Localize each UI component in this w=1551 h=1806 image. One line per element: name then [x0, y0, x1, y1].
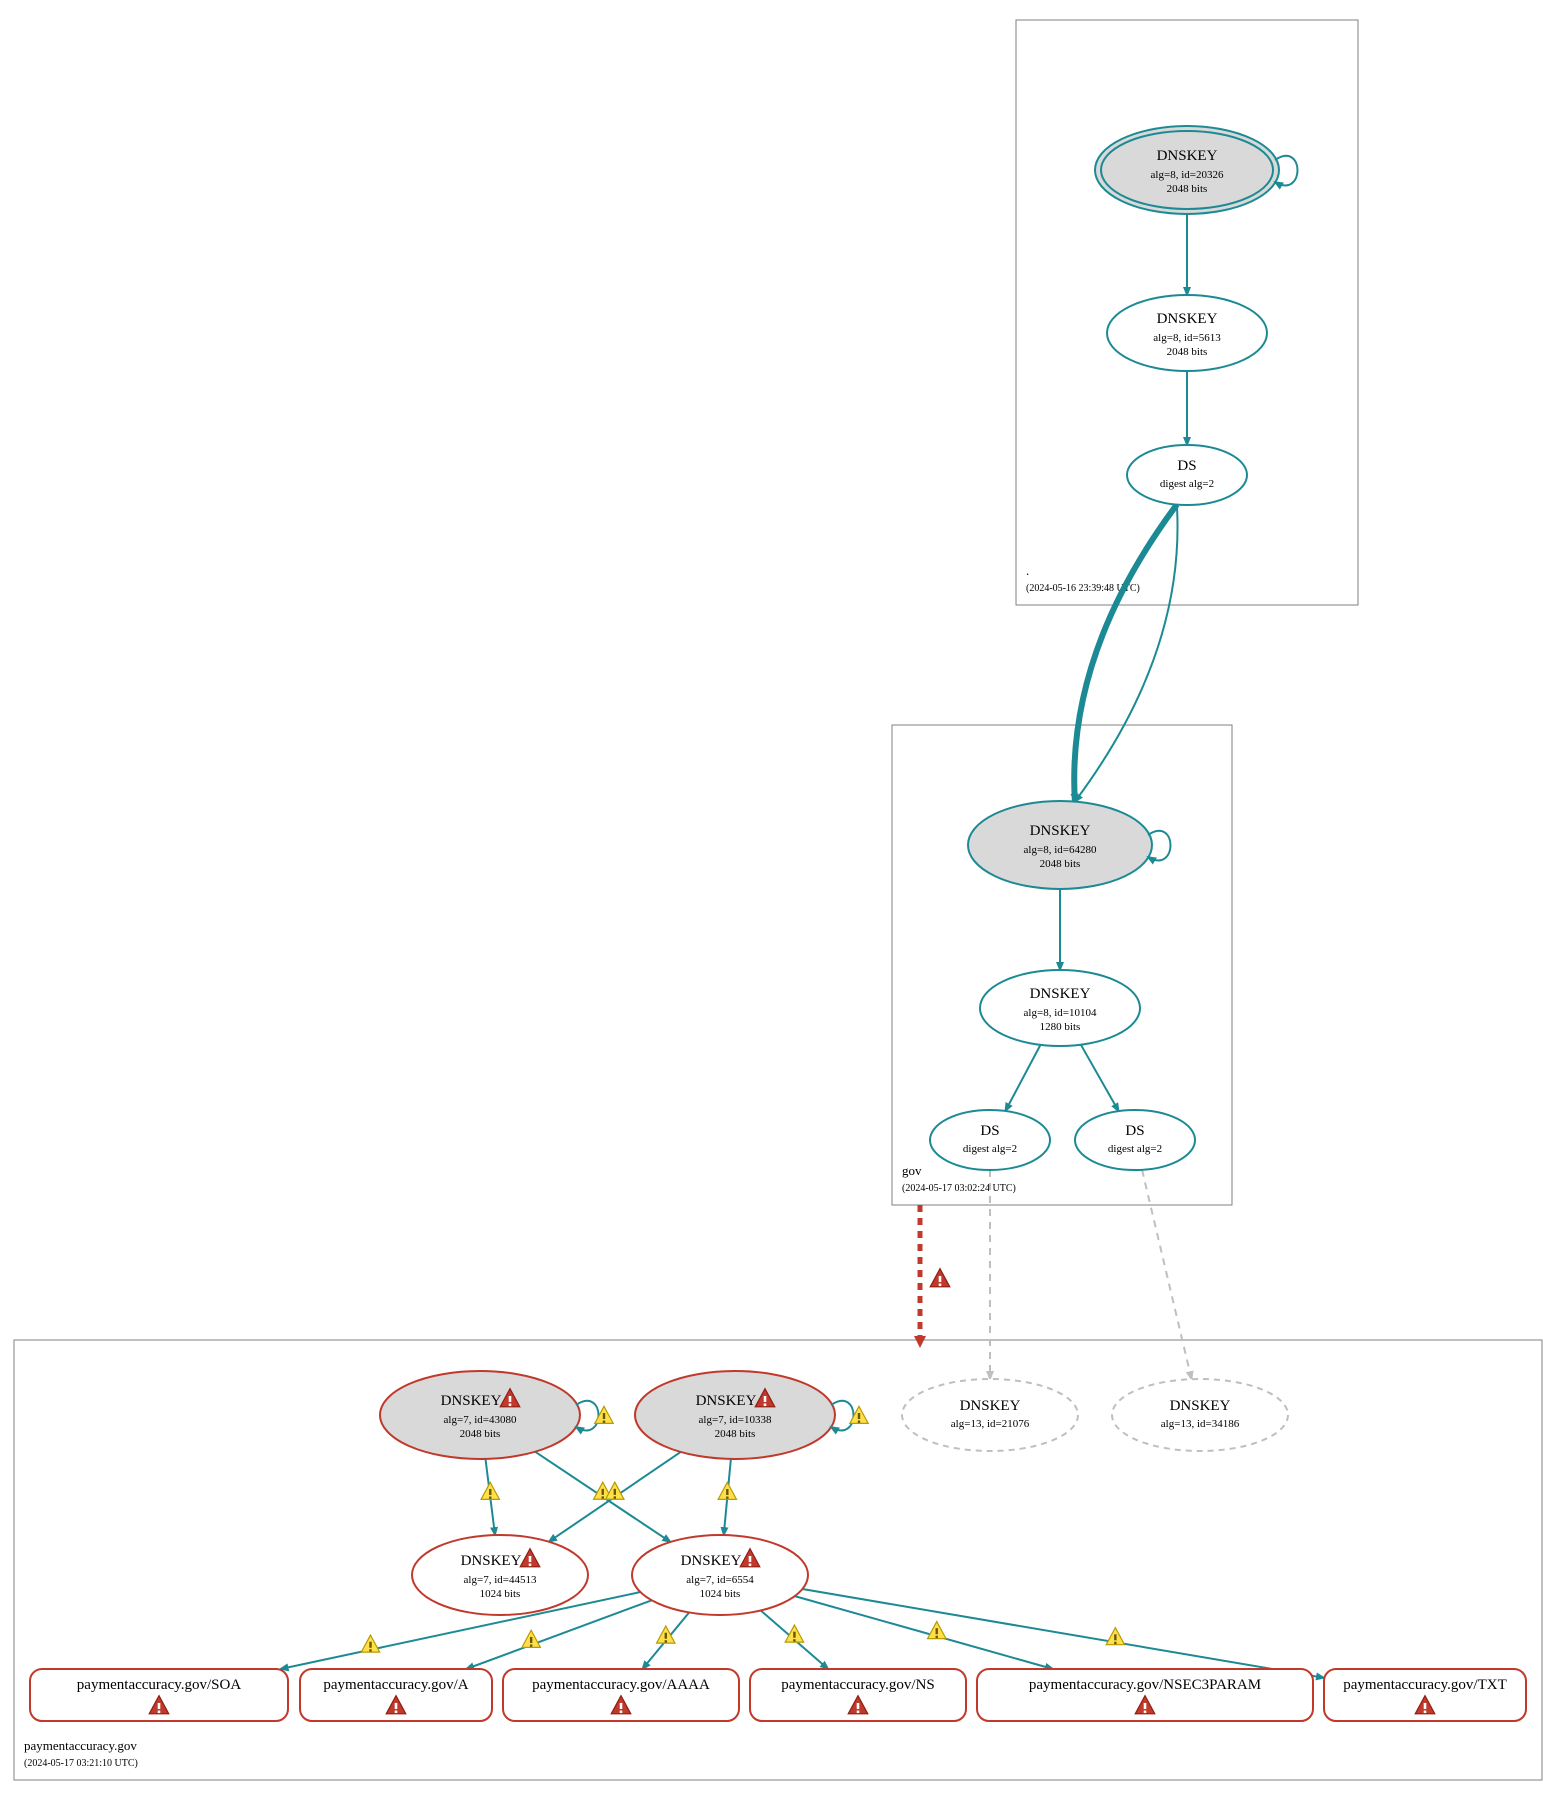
zone-title: . — [1026, 563, 1029, 578]
node-text: alg=7, id=44513 — [464, 1574, 537, 1586]
node-text: DNSKEY — [461, 1553, 522, 1569]
node-text: digest alg=2 — [963, 1143, 1017, 1155]
node-text: alg=7, id=43080 — [444, 1414, 517, 1426]
node-gov-ds2: DS digest alg=2 — [1075, 1110, 1195, 1170]
node-text: alg=8, id=64280 — [1024, 844, 1097, 856]
node-text: DNSKEY — [960, 1398, 1021, 1414]
rr-label: paymentaccuracy.gov/TXT — [1343, 1677, 1507, 1693]
node-root-ksk: DNSKEY alg=8, id=20326 2048 bits — [1095, 126, 1298, 214]
edge — [802, 1589, 1324, 1678]
node-rr-aaaa: paymentaccuracy.gov/AAAA — [503, 1669, 739, 1721]
node-text: 2048 bits — [1167, 183, 1208, 195]
rr-label: paymentaccuracy.gov/NSEC3PARAM — [1029, 1677, 1261, 1693]
node-text: DNSKEY — [1157, 311, 1218, 327]
node-text: 2048 bits — [1040, 858, 1081, 870]
zone-time: (2024-05-17 03:02:24 UTC) — [902, 1183, 1016, 1194]
zone-title: paymentaccuracy.gov — [24, 1738, 137, 1753]
edges — [281, 214, 1324, 1678]
node-text: digest alg=2 — [1160, 478, 1214, 490]
node-text: DNSKEY — [441, 1393, 502, 1409]
node-pa-ksk2: DNSKEY alg=7, id=10338 2048 bits — [635, 1371, 868, 1459]
node-rr-soa: paymentaccuracy.gov/SOA — [30, 1669, 288, 1721]
rr-label: paymentaccuracy.gov/AAAA — [532, 1677, 710, 1693]
node-pa-ghost2: DNSKEY alg=13, id=34186 — [1112, 1379, 1288, 1451]
edge — [795, 1596, 1053, 1669]
nodes: DNSKEY alg=8, id=20326 2048 bits DNSKEY alg=… — [30, 126, 1526, 1721]
node-rr-nsec: paymentaccuracy.gov/NSEC3PARAM — [977, 1669, 1313, 1721]
node-text: alg=7, id=10338 — [699, 1414, 772, 1426]
edge — [1075, 505, 1178, 802]
node-text: DNSKEY — [681, 1553, 742, 1569]
edge — [1142, 1170, 1191, 1379]
node-text: alg=8, id=10104 — [1024, 1007, 1097, 1019]
zone-title: gov — [902, 1163, 922, 1178]
edge — [1005, 1045, 1040, 1111]
node-pa-ksk1: DNSKEY alg=7, id=43080 2048 bits — [380, 1371, 613, 1459]
node-gov-ds1: DS digest alg=2 — [930, 1110, 1050, 1170]
node-text: DS — [980, 1123, 999, 1139]
node-text: alg=7, id=6554 — [686, 1574, 754, 1586]
zone-time: (2024-05-17 03:21:10 UTC) — [24, 1758, 138, 1769]
node-text: DNSKEY — [696, 1393, 757, 1409]
node-text: alg=13, id=34186 — [1161, 1418, 1240, 1430]
edge — [1074, 505, 1177, 802]
node-text: alg=8, id=20326 — [1151, 169, 1224, 181]
node-rr-ns: paymentaccuracy.gov/NS — [750, 1669, 966, 1721]
node-root-zsk: DNSKEY alg=8, id=5613 2048 bits — [1107, 295, 1267, 371]
node-pa-ghost1: DNSKEY alg=13, id=21076 — [902, 1379, 1078, 1451]
rr-label: paymentaccuracy.gov/A — [323, 1677, 468, 1693]
node-text: DNSKEY — [1170, 1398, 1231, 1414]
rr-label: paymentaccuracy.gov/NS — [781, 1677, 935, 1693]
node-text: 1024 bits — [700, 1588, 741, 1600]
node-rr-txt: paymentaccuracy.gov/TXT — [1324, 1669, 1526, 1721]
node-pa-zsk2: DNSKEY alg=7, id=6554 1024 bits — [632, 1535, 808, 1615]
node-rr-a: paymentaccuracy.gov/A — [300, 1669, 492, 1721]
node-text: 2048 bits — [715, 1428, 756, 1440]
node-text: DS — [1177, 458, 1196, 474]
rr-label: paymentaccuracy.gov/SOA — [77, 1677, 242, 1693]
node-text: 2048 bits — [1167, 346, 1208, 358]
node-gov-ksk: DNSKEY alg=8, id=64280 2048 bits — [968, 801, 1171, 889]
node-text: DS — [1125, 1123, 1144, 1139]
node-text: DNSKEY — [1030, 823, 1091, 839]
node-text: DNSKEY — [1157, 148, 1218, 164]
node-text: 2048 bits — [460, 1428, 501, 1440]
node-pa-zsk1: DNSKEY alg=7, id=44513 1024 bits — [412, 1535, 588, 1615]
node-text: DNSKEY — [1030, 986, 1091, 1002]
node-text: alg=13, id=21076 — [951, 1418, 1030, 1430]
dnssec-diagram: .(2024-05-16 23:39:48 UTC)gov(2024-05-17… — [0, 0, 1551, 1806]
node-text: alg=8, id=5613 — [1153, 332, 1221, 344]
edge — [1081, 1045, 1119, 1111]
node-root-ds: DS digest alg=2 — [1127, 445, 1247, 505]
node-text: 1280 bits — [1040, 1021, 1081, 1033]
node-text: digest alg=2 — [1108, 1143, 1162, 1155]
node-text: 1024 bits — [480, 1588, 521, 1600]
node-gov-zsk: DNSKEY alg=8, id=10104 1280 bits — [980, 970, 1140, 1046]
